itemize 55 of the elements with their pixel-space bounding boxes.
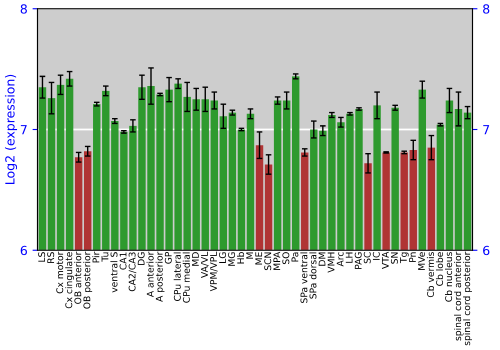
x-tick-label: ventral S [110,252,118,292]
x-tick-label: VTA [382,252,389,269]
x-tick-label: Hb [237,252,244,264]
x-tick-label: MVe [418,252,425,270]
y2-tick-label: 7 [483,125,490,134]
y-axis-title: Log2 (expression) [4,74,18,184]
x-tick-label: Pir [92,252,100,262]
x-tick-label: LS [38,252,46,262]
x-tick-label: SN [390,252,398,264]
x-tick-label: SCN [264,252,272,270]
x-tick-label: Cb nucleus [445,252,452,302]
x-tick-label: MG [228,252,236,266]
y2-tick-label: 6 [483,246,490,256]
x-tick-label: GP [164,252,172,264]
x-tick-label: CPu lateral [174,252,181,301]
x-tick-label: CA2/CA3 [128,252,136,292]
x-tick-label: ME [255,252,262,264]
x-tick-label: spinal cord posterior [463,252,472,346]
y-tick-label: 8 [20,4,27,14]
x-tick-label: OB posterior [83,252,92,309]
x-tick-label: MPA [273,252,280,270]
x-tick-label: CPu medial [182,252,190,303]
x-tick-label: A posterior [156,252,164,302]
x-tick-label: Tg [400,252,409,264]
x-tick-label: Cx motor [56,252,64,294]
x-tick-label: VA/VL [201,252,209,278]
x-tick-label: Cx cingulate [65,252,74,308]
x-tick-label: MD [192,252,199,266]
x-tick-label: M [246,252,254,259]
x-tick-label: VMH [328,252,334,273]
x-tick-label: IC [372,252,380,260]
x-tick-label: Cb vermis [426,252,434,298]
x-tick-label: PAG [354,252,362,269]
y-tick-label: 6 [20,246,27,256]
x-tick-label: Tu [102,252,108,262]
x-tick-label: Pa [292,252,298,262]
x-tick-label: SPa ventral [300,252,308,303]
x-tick-label: A anterior [146,252,154,298]
x-tick-label: CA1 [120,252,127,270]
x-tick-label: RS [47,252,54,263]
y-tick-label: 7 [20,125,27,134]
x-tick-label: OB anterior [74,252,82,304]
x-tick-label: DM [318,252,326,266]
x-tick-label: VPM/VPL [210,252,218,292]
x-tick-label: SO [282,252,290,264]
y2-tick-label: 8 [483,4,490,14]
x-tick-label: spinal cord anterior [454,252,463,341]
x-tick-label: LH [346,252,352,263]
x-tick-label: Arc [336,252,344,266]
x-tick-label: DG [138,252,145,265]
x-tick-label: SPa dorsal [309,252,316,299]
x-tick-label: Pn [409,252,416,262]
x-tick-label: SC [364,252,371,264]
x-tick-label: Cb lobe [436,252,444,286]
x-tick-label: LG [219,252,226,263]
